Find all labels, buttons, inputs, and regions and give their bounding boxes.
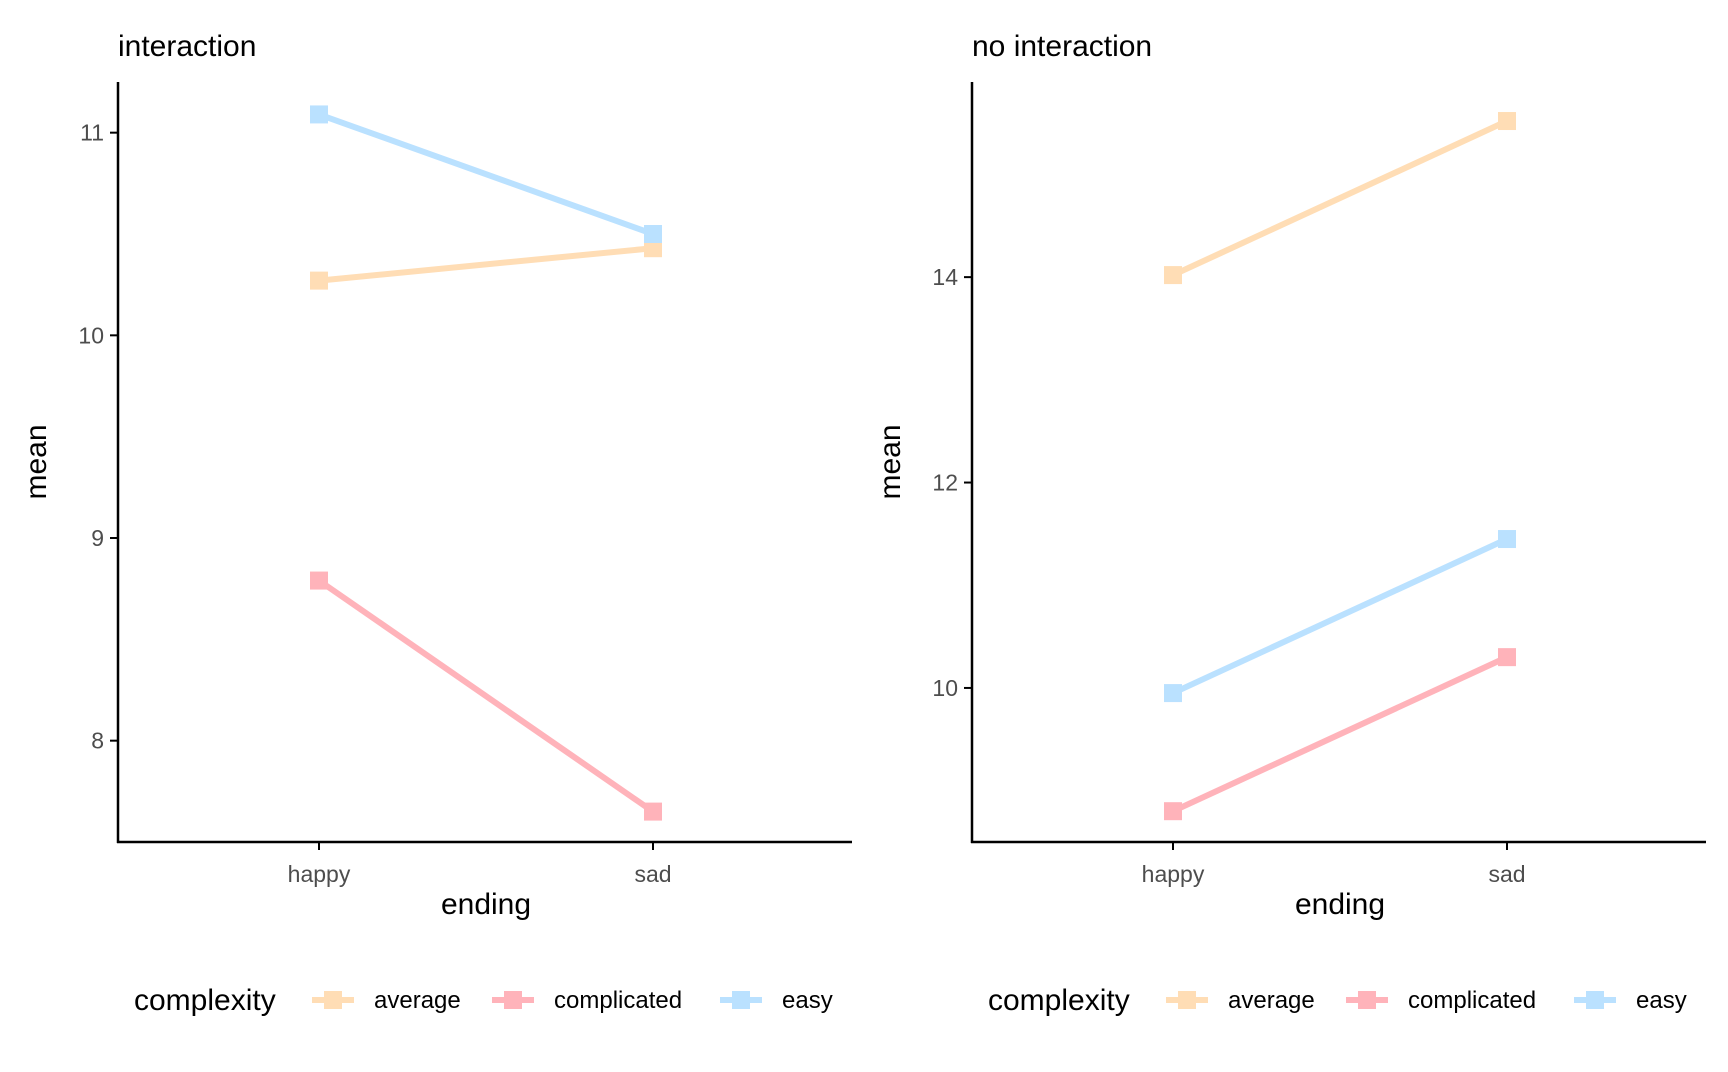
series-line-easy bbox=[317, 111, 655, 237]
data-point-average-happy bbox=[1164, 266, 1182, 285]
legend-key-point-easy bbox=[1586, 991, 1604, 1009]
legend-key-point-average bbox=[1178, 991, 1196, 1009]
data-point-complicated-happy bbox=[310, 571, 328, 590]
legend-title: complexity bbox=[134, 984, 276, 1017]
panel-title: interaction bbox=[118, 30, 256, 63]
y-axis-title: mean bbox=[874, 424, 907, 499]
x-tick-label: sad bbox=[634, 861, 671, 887]
y-tick-label: 11 bbox=[80, 120, 104, 146]
panel-interaction: interaction 8 9 10 11 happy sad ending mean compl… bbox=[20, 30, 852, 1017]
y-tick-label: 10 bbox=[932, 675, 958, 701]
series-line-easy bbox=[1171, 536, 1509, 696]
legend-key-point-easy bbox=[732, 991, 750, 1009]
series-line-average bbox=[318, 245, 654, 284]
legend-label-complicated: complicated bbox=[554, 987, 682, 1014]
y-tick-label: 9 bbox=[91, 525, 104, 551]
x-tick-label: sad bbox=[1488, 861, 1525, 887]
legend-label-easy: easy bbox=[1636, 987, 1687, 1014]
series-line-complicated bbox=[1171, 654, 1509, 814]
y-tick-label: 12 bbox=[932, 470, 958, 496]
y-tick-label: 10 bbox=[78, 322, 104, 348]
legend-label-complicated: complicated bbox=[1408, 987, 1536, 1014]
data-point-average-sad bbox=[644, 239, 662, 258]
data-point-complicated-sad bbox=[644, 802, 662, 821]
data-point-complicated-happy bbox=[1164, 802, 1182, 821]
x-axis-title: ending bbox=[1295, 888, 1385, 921]
data-point-average-happy bbox=[310, 271, 328, 290]
y-tick-label: 14 bbox=[932, 264, 958, 290]
data-point-easy-sad bbox=[1498, 530, 1516, 549]
legend-key-point-complicated bbox=[1358, 991, 1376, 1009]
legend: complexity average complicated easy bbox=[134, 984, 833, 1017]
legend-title: complexity bbox=[988, 984, 1130, 1017]
data-point-easy-happy bbox=[1164, 684, 1182, 703]
legend: complexity average complicated easy bbox=[988, 984, 1687, 1017]
legend-key-point-complicated bbox=[504, 991, 522, 1009]
panel-no-interaction: no interaction 10 12 14 happy sad ending mean co… bbox=[874, 30, 1706, 1017]
y-tick-label: 8 bbox=[91, 728, 104, 754]
legend-label-average: average bbox=[1228, 987, 1315, 1014]
legend-key-point-average bbox=[324, 991, 342, 1009]
data-point-complicated-sad bbox=[1498, 648, 1516, 667]
data-point-average-sad bbox=[1498, 112, 1516, 131]
legend-label-easy: easy bbox=[782, 987, 833, 1014]
y-axis-title: mean bbox=[20, 424, 53, 499]
data-point-easy-happy bbox=[310, 105, 328, 124]
series-line-average bbox=[1171, 118, 1509, 278]
series-line-complicated bbox=[317, 578, 655, 815]
x-axis-title: ending bbox=[441, 888, 531, 921]
data-point-easy-sad bbox=[644, 225, 662, 243]
panel-title: no interaction bbox=[972, 30, 1152, 63]
x-tick-label: happy bbox=[288, 861, 351, 887]
x-tick-label: happy bbox=[1142, 861, 1205, 887]
legend-label-average: average bbox=[374, 987, 461, 1014]
